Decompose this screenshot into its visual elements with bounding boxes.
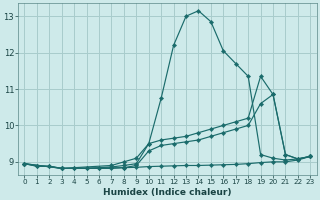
X-axis label: Humidex (Indice chaleur): Humidex (Indice chaleur) bbox=[103, 188, 232, 197]
